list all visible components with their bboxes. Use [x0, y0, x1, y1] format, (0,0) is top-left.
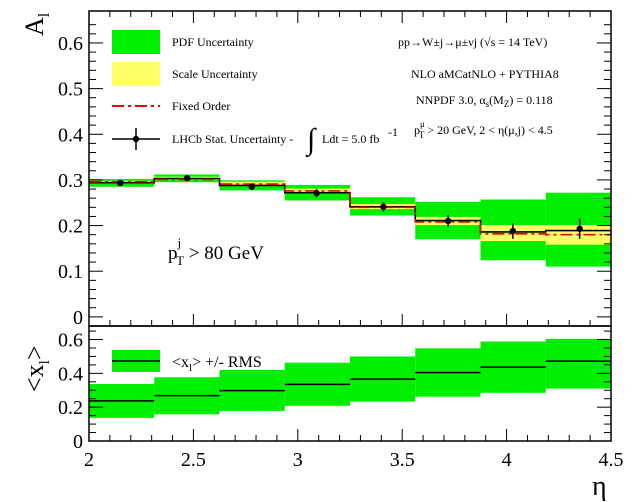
xtick-label: 2	[84, 449, 94, 471]
pdf-legend-swatch	[112, 30, 160, 54]
lhcb-legend-lumi-exp: -1	[388, 125, 398, 139]
lhcb-point	[576, 225, 583, 232]
bottom-ytick-label: 0.4	[58, 363, 83, 385]
lhcb-point	[509, 227, 517, 235]
xtick-label: 3	[293, 449, 303, 471]
kinematic-cuts-annotation: pμ T > 20 GeV, 2 < η(μ,j) < 4.5	[414, 119, 553, 140]
scale-legend-swatch	[112, 62, 160, 86]
fixed-order-legend-label: Fixed Order	[172, 99, 230, 113]
integral-symbol: ∫	[305, 123, 317, 158]
asymmetry-panel: 0 0.1 0.2 0.3 0.4 0.5 0.6 PDF Uncertainty Scal…	[20, 10, 612, 329]
bottom-frame	[88, 325, 612, 442]
pdf-set-annotation: NNPDF 3.0, αs(MZ) = 0.118	[416, 93, 553, 109]
bottom-legend: <xl> +/- RMS	[112, 350, 262, 374]
lhcb-point	[117, 179, 124, 187]
lhcb-legend-lumi: Ldt = 5.0 fb	[322, 132, 379, 146]
lhcb-point	[313, 189, 320, 197]
top-frame	[88, 10, 612, 327]
top-ytick-label: 0	[73, 307, 83, 329]
top-ytick-label: 0.2	[58, 216, 83, 238]
bottom-ytick-label: 0.6	[58, 330, 83, 352]
bottom-ytick-label: 0.2	[58, 397, 83, 419]
xtick-label: 4.5	[599, 449, 624, 471]
rms-band	[545, 338, 611, 389]
top-ytick-label: 0.6	[58, 33, 83, 55]
lhcb-point	[444, 217, 452, 225]
scale-legend-label: Scale Uncertainty	[172, 67, 258, 81]
lhcb-point	[248, 183, 256, 190]
top-ytick-label: 0.5	[58, 79, 83, 101]
lhcb-point	[183, 174, 191, 182]
top-ytick-label: 0.4	[58, 124, 83, 146]
lhcb-point	[380, 203, 387, 211]
top-ytick-label: 0.1	[58, 261, 83, 283]
lhcb-legend-marker	[132, 135, 140, 143]
lhcb-legend-label: LHCb Stat. Uncertainty -	[172, 132, 293, 146]
top-annotations: pp→W±j→μ±νj (√s = 14 TeV) NLO aMCatNLO +…	[398, 35, 559, 140]
bottom-ticks: 0 0.2 0.4 0.6 2 2.5 3 3.5 4 4.5	[58, 330, 624, 471]
jet-pt-cut-label: pj T > 80 GeV	[168, 235, 264, 268]
generator-annotation: NLO aMCatNLO + PYTHIA8	[411, 67, 559, 81]
top-ylabel: Al	[20, 12, 53, 36]
rms-legend-label: <xl> +/- RMS	[172, 354, 262, 374]
xtick-label: 4	[502, 449, 512, 471]
bottom-lines	[89, 360, 611, 402]
top-points	[117, 174, 583, 239]
xtick-label: 3.5	[390, 449, 415, 471]
bottom-ylabel: <xl>	[20, 345, 53, 392]
process-annotation: pp→W±j→μ±νj (√s = 14 TeV)	[398, 35, 547, 49]
top-legend: PDF Uncertainty Scale Uncertainty Fixed …	[112, 30, 398, 158]
xtick-label: 2.5	[181, 449, 206, 471]
top-ticks: 0 0.1 0.2 0.3 0.4 0.5 0.6	[58, 11, 612, 329]
top-ytick-label: 0.3	[58, 170, 83, 192]
bottom-bands	[89, 338, 611, 418]
pdf-legend-label: PDF Uncertainty	[172, 35, 254, 49]
bottom-ytick-label: 0	[73, 431, 83, 453]
mean-x-panel: 0 0.2 0.4 0.6 2 2.5 3 3.5 4 4.5 <xl> +/- RMS <xl>…	[20, 325, 624, 502]
xlabel: η	[592, 471, 607, 502]
